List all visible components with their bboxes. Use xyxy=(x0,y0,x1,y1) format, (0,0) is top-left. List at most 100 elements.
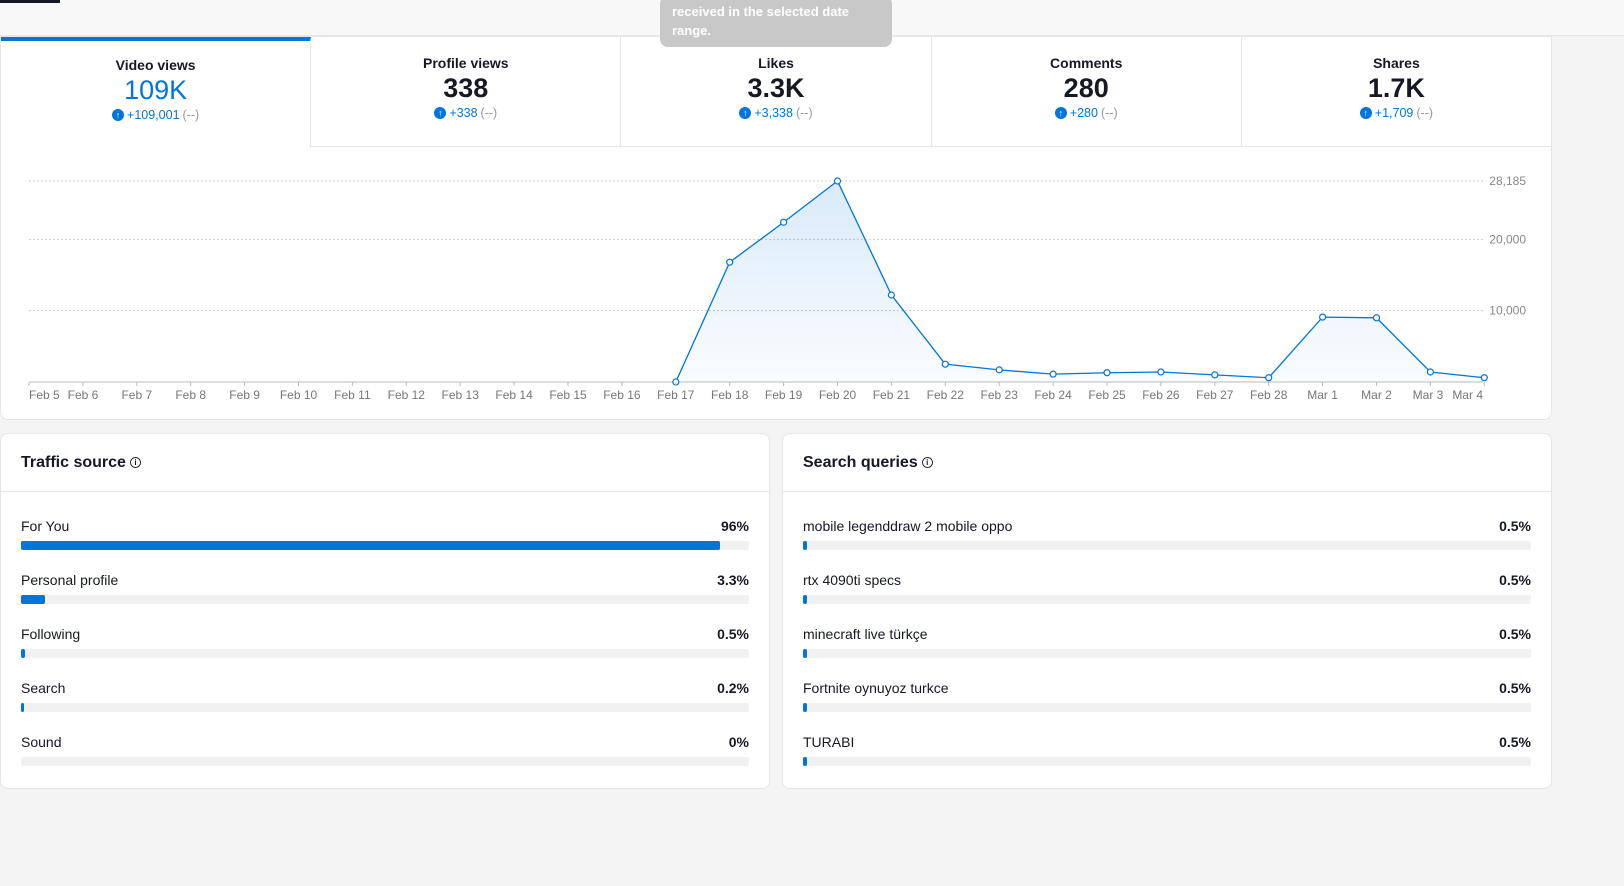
info-icon[interactable]: i xyxy=(129,457,141,468)
data-point xyxy=(1480,374,1488,382)
item-percent: 96% xyxy=(720,518,749,534)
metric-change: ↑ +3,338 (--) xyxy=(621,106,930,120)
metric-tab-likes[interactable]: Likes 3.3K ↑ +3,338 (--) xyxy=(621,37,932,147)
previous-change: (--) xyxy=(1100,106,1118,120)
metric-tab-comments[interactable]: Comments 280 ↑ +280 (--) xyxy=(931,37,1242,147)
data-point xyxy=(941,360,949,368)
data-point xyxy=(1318,313,1327,321)
metric-tab-shares[interactable]: Shares 1.7K ↑ +1,709 (--) xyxy=(1241,37,1552,147)
item-percent: 0.5% xyxy=(1499,680,1531,696)
x-tick-label: Feb 12 xyxy=(388,388,426,402)
previous-change: (--) xyxy=(182,108,200,122)
y-tick-label: 20,000 xyxy=(1489,232,1526,246)
x-tick-label: Feb 21 xyxy=(873,388,911,402)
data-point xyxy=(1211,371,1219,379)
item-percent: 0.5% xyxy=(1499,626,1531,642)
list-item: Sound 0% xyxy=(1,714,769,768)
x-tick-label: Feb 16 xyxy=(603,388,641,402)
x-tick-label: Feb 10 xyxy=(280,388,318,402)
arrow-up-icon: ↑ xyxy=(1054,107,1067,119)
previous-change: (--) xyxy=(480,106,498,120)
x-tick-label: Feb 14 xyxy=(495,388,533,402)
x-tick-label: Feb 13 xyxy=(442,388,480,402)
metric-change: ↑ +280 (--) xyxy=(932,106,1241,120)
info-icon[interactable]: i xyxy=(921,457,933,468)
progress-track xyxy=(21,649,749,658)
progress-track xyxy=(803,649,1531,658)
x-tick-label: Feb 11 xyxy=(334,388,371,402)
progress-track xyxy=(803,757,1531,766)
arrow-up-icon: ↑ xyxy=(739,107,752,119)
list-item: mobile legenddraw 2 mobile oppo 0.5% xyxy=(783,498,1551,552)
list-item: minecraft live türkçe 0.5% xyxy=(783,606,1551,660)
change-value: +338 xyxy=(449,106,478,120)
item-name: rtx 4090ti specs xyxy=(803,572,902,588)
x-tick-label: Feb 19 xyxy=(765,388,803,402)
metric-tab-profile-views[interactable]: Profile views 338 ↑ +338 (--) xyxy=(311,37,622,147)
metric-change: ↑ +338 (--) xyxy=(311,106,620,120)
video-views-chart: 10,000 20,000 28,185 Feb 5 Feb 6 Feb 7 Feb 8 Fe… xyxy=(28,174,1526,402)
data-point xyxy=(995,366,1003,374)
change-value: +3,338 xyxy=(754,106,793,120)
x-tick-label: Feb 8 xyxy=(175,388,206,402)
x-tick-label: Mar 3 xyxy=(1413,388,1444,402)
list-item: Fortnite oynuyoz turkce 0.5% xyxy=(783,660,1551,714)
metric-change: ↑ +109,001 (--) xyxy=(1,108,310,122)
item-name: minecraft live türkçe xyxy=(803,626,928,642)
list-item: rtx 4090ti specs 0.5% xyxy=(783,552,1551,606)
item-percent: 0.5% xyxy=(1499,734,1531,750)
x-tick-label: Feb 15 xyxy=(549,388,587,402)
x-tick-label: Feb 28 xyxy=(1250,388,1288,402)
item-percent: 0.5% xyxy=(717,626,749,642)
metric-value: 1.7K xyxy=(1367,73,1425,103)
progress-fill xyxy=(21,541,720,550)
change-value: +280 xyxy=(1069,106,1098,120)
progress-fill xyxy=(21,703,24,712)
y-tick-label: 10,000 xyxy=(1489,304,1526,318)
list-item: TURABI 0.5% xyxy=(783,714,1551,768)
metric-label: Shares xyxy=(1373,55,1420,71)
item-percent: 0% xyxy=(728,734,749,750)
x-tick-label: Feb 24 xyxy=(1034,388,1072,402)
data-point xyxy=(833,177,842,185)
data-point xyxy=(887,291,896,299)
x-tick-label: Feb 9 xyxy=(229,388,260,402)
series-line xyxy=(675,179,1485,383)
list-item: Search 0.2% xyxy=(1,660,769,714)
arrow-up-icon: ↑ xyxy=(1359,107,1372,119)
progress-track xyxy=(803,541,1531,550)
item-percent: 3.3% xyxy=(717,572,749,588)
progress-track xyxy=(21,595,749,604)
progress-track xyxy=(803,703,1531,712)
progress-fill xyxy=(803,595,807,604)
item-name: For You xyxy=(21,518,70,534)
x-tick-label: Feb 26 xyxy=(1142,388,1180,402)
data-point xyxy=(1265,374,1273,382)
x-tick-label: Feb 18 xyxy=(711,388,749,402)
active-tab-underline xyxy=(0,0,60,3)
area-fill xyxy=(675,181,1485,382)
progress-fill xyxy=(21,649,25,658)
item-percent: 0.5% xyxy=(1499,572,1531,588)
x-tick-label: Feb 5 xyxy=(29,388,60,402)
list-item: Following 0.5% xyxy=(1,606,769,660)
metric-label: Likes xyxy=(758,55,794,71)
metric-tab-video-views[interactable]: Video views 109K ↑ +109,001 (--) xyxy=(1,37,312,147)
overview-card: Video views 109K ↑ +109,001 (--) Profile vi… xyxy=(0,36,1552,420)
item-name: Sound xyxy=(21,734,62,750)
item-name: TURABI xyxy=(803,734,855,750)
metric-label: Video views xyxy=(115,57,196,73)
x-tick-label: Mar 2 xyxy=(1361,388,1392,402)
search-queries-panel: Search queries i mobile legenddraw 2 mobi… xyxy=(782,433,1552,789)
data-point xyxy=(1157,368,1165,376)
metric-value: 280 xyxy=(1063,73,1109,103)
previous-change: (--) xyxy=(795,106,813,120)
progress-fill xyxy=(803,541,807,550)
progress-track xyxy=(21,703,749,712)
metric-value: 109K xyxy=(124,75,188,105)
x-tick-label: Feb 6 xyxy=(68,388,99,402)
x-tick-label: Feb 25 xyxy=(1088,388,1126,402)
progress-track xyxy=(803,595,1531,604)
x-tick-label: Feb 20 xyxy=(819,388,857,402)
search-queries-title: Search queries xyxy=(803,453,918,471)
